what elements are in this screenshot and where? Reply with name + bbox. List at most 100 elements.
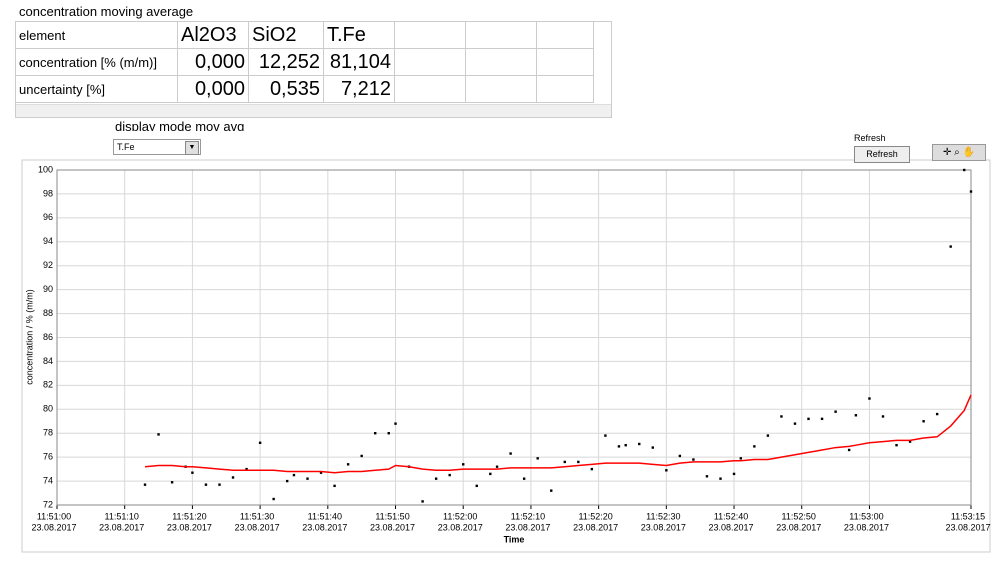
table-cell: 0,535 xyxy=(248,75,324,103)
data-point xyxy=(448,473,451,477)
x-tick-label: 23.08.2017 xyxy=(505,522,550,532)
y-tick-label: 84 xyxy=(43,356,53,366)
x-tick-label: 23.08.2017 xyxy=(641,522,686,532)
data-point xyxy=(245,467,248,471)
data-point xyxy=(881,415,885,418)
table-box: element Al2O3 SiO2 T.Fe concentration [% (m/… xyxy=(15,21,612,118)
x-tick-label: 11:51:00 xyxy=(37,511,71,521)
data-point xyxy=(360,454,363,458)
data-point xyxy=(638,442,641,446)
x-tick-label: 23.08.2017 xyxy=(438,522,483,532)
data-point xyxy=(306,477,309,480)
data-point xyxy=(204,483,208,486)
x-tick-label: 23.08.2017 xyxy=(167,522,212,532)
data-point xyxy=(780,415,783,418)
data-point xyxy=(387,432,390,435)
table-row: uncertainty [%] 0,000 0,535 7,212 xyxy=(16,75,594,103)
y-tick-label: 78 xyxy=(43,428,53,438)
x-tick-label: 23.08.2017 xyxy=(235,522,280,532)
data-point xyxy=(258,441,262,444)
x-tick-label: 23.08.2017 xyxy=(370,522,415,532)
data-point xyxy=(739,457,743,460)
plot-frame xyxy=(56,169,972,506)
data-point xyxy=(509,452,512,455)
data-point xyxy=(590,467,594,471)
data-point xyxy=(272,497,275,501)
y-tick-label: 88 xyxy=(43,308,53,318)
x-tick-label: 11:53:15 xyxy=(951,511,985,521)
scrollbar[interactable] xyxy=(16,104,611,117)
table-cell: Al2O3 xyxy=(177,22,249,49)
table-cell: element xyxy=(16,22,178,49)
dropdown-arrow[interactable]: ▼ xyxy=(185,141,199,155)
data-point xyxy=(475,484,478,488)
data-point xyxy=(218,483,221,486)
data-point xyxy=(793,422,797,425)
y-tick-label: 96 xyxy=(43,212,53,222)
empty-cell xyxy=(465,48,537,76)
x-tick-label: 11:51:20 xyxy=(172,511,206,521)
x-tick-label: 23.08.2017 xyxy=(573,522,618,532)
data-point xyxy=(577,460,580,464)
empty-cell xyxy=(465,22,537,49)
empty-cell xyxy=(394,48,466,76)
y-tick-label: 74 xyxy=(43,475,53,485)
data-point xyxy=(624,443,627,447)
data-point xyxy=(868,397,871,400)
x-tick-label: 11:52:00 xyxy=(443,511,477,521)
data-point xyxy=(170,481,174,484)
data-point xyxy=(434,477,438,480)
data-point xyxy=(908,440,912,443)
data-point xyxy=(374,432,377,435)
moving-average-line xyxy=(144,394,972,474)
data-point xyxy=(651,446,654,449)
data-point xyxy=(536,457,539,460)
table-cell: SiO2 xyxy=(248,22,324,49)
data-point xyxy=(719,477,722,480)
empty-cell xyxy=(465,75,537,103)
x-tick-label: 11:52:40 xyxy=(714,511,748,521)
y-tick-label: 98 xyxy=(43,188,53,198)
empty-cell xyxy=(536,48,594,76)
data-point xyxy=(935,412,939,416)
data-point xyxy=(732,472,736,476)
graph-tools[interactable]: ✛ ⌕ ✋ xyxy=(932,144,986,161)
y-tick-label: 92 xyxy=(43,260,53,270)
x-tick-label: 11:52:50 xyxy=(782,511,816,521)
empty-cell xyxy=(394,22,466,49)
x-tick-label: 11:51:50 xyxy=(375,511,409,521)
refresh-button[interactable]: Refresh xyxy=(854,146,910,163)
y-tick-label: 90 xyxy=(43,284,53,294)
table-cell: 0,000 xyxy=(177,48,249,76)
table-row: element Al2O3 SiO2 T.Fe xyxy=(16,22,594,49)
x-tick-label: 11:53:00 xyxy=(849,511,883,521)
data-point xyxy=(807,417,810,421)
data-point xyxy=(922,420,925,423)
data-point xyxy=(665,469,668,472)
x-tick-label: 11:52:30 xyxy=(646,511,680,521)
dropdown[interactable]: T.Fe ▼ xyxy=(113,139,201,155)
y-tick-label: 80 xyxy=(43,404,53,414)
data-point xyxy=(949,245,952,248)
x-tick-label: 11:51:10 xyxy=(105,511,139,521)
table: element Al2O3 SiO2 T.Fe concentration [% (m/… xyxy=(16,22,594,103)
data-point xyxy=(847,448,851,452)
data-point xyxy=(522,477,526,480)
x-tick-label: 11:52:10 xyxy=(511,511,545,521)
refresh-label: Refresh xyxy=(854,133,886,143)
data-point xyxy=(753,445,756,448)
data-point xyxy=(157,433,160,436)
empty-cell xyxy=(536,22,594,49)
x-tick-label: 11:51:30 xyxy=(240,511,274,521)
y-tick-label: 72 xyxy=(43,499,53,509)
data-point xyxy=(143,483,147,486)
y-tick-label: 94 xyxy=(43,236,53,246)
y-tick-label: 100 xyxy=(38,164,53,174)
x-tick-label: 11:52:20 xyxy=(578,511,612,521)
table-cell: concentration [% (m/m)] xyxy=(16,48,178,76)
data-point xyxy=(495,465,499,468)
empty-cell xyxy=(536,75,594,103)
data-point xyxy=(421,500,424,503)
data-point xyxy=(550,489,553,492)
